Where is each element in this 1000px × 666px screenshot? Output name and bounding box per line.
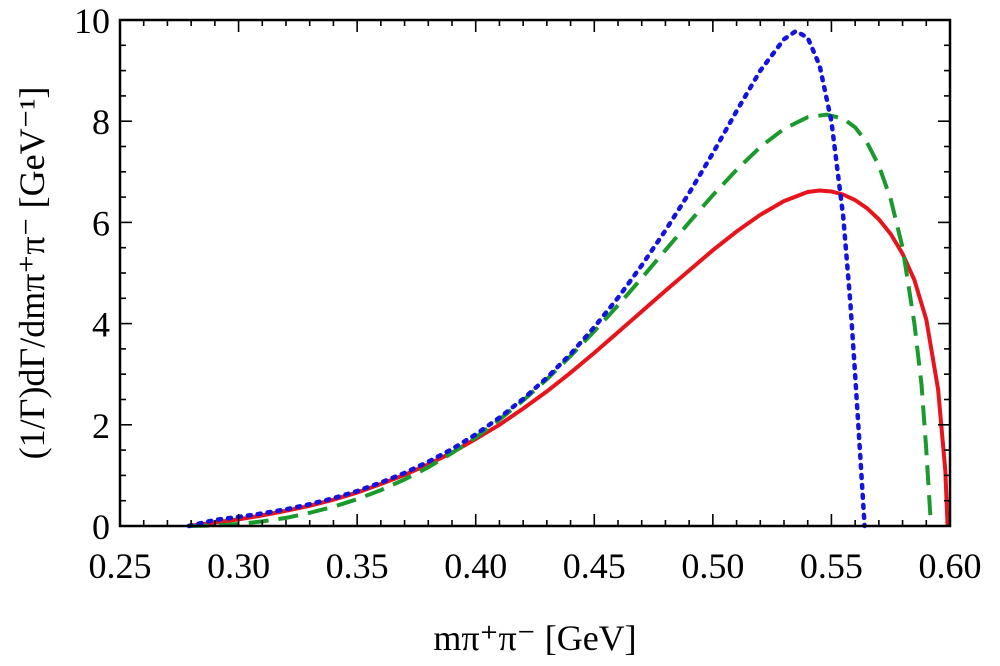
x-tick-label: 0.35 xyxy=(326,546,389,586)
x-tick-label: 0.60 xyxy=(919,546,982,586)
y-tick-label: 4 xyxy=(92,305,110,345)
x-tick-label: 0.55 xyxy=(800,546,863,586)
x-axis: 0.25 0.30 0.35 0.40 0.45 0.50 0.55 0.60 xyxy=(89,20,982,586)
y-tick-label: 2 xyxy=(92,406,110,446)
x-tick-label: 0.50 xyxy=(681,546,744,586)
plot-area xyxy=(186,28,950,529)
y-axis: 0 2 4 6 8 10 xyxy=(74,1,950,547)
x-axis-label: mπ⁺π⁻ [GeV] xyxy=(433,618,636,658)
x-tick-label: 0.25 xyxy=(89,546,152,586)
y-axis-label: (1/Γ)dΓ/dmπ⁺π⁻ [GeV⁻¹] xyxy=(12,87,52,460)
x-tick-label: 0.45 xyxy=(563,546,626,586)
series-line-dotted xyxy=(186,28,867,529)
x-tick-label: 0.30 xyxy=(207,546,270,586)
y-tick-label: 6 xyxy=(92,203,110,243)
series-line-dashed xyxy=(188,112,933,528)
plot-frame xyxy=(118,18,952,528)
y-tick-label: 10 xyxy=(74,1,110,41)
y-tick-label: 8 xyxy=(92,102,110,142)
y-tick-label: 0 xyxy=(92,507,110,547)
x-tick-label: 0.40 xyxy=(444,546,507,586)
